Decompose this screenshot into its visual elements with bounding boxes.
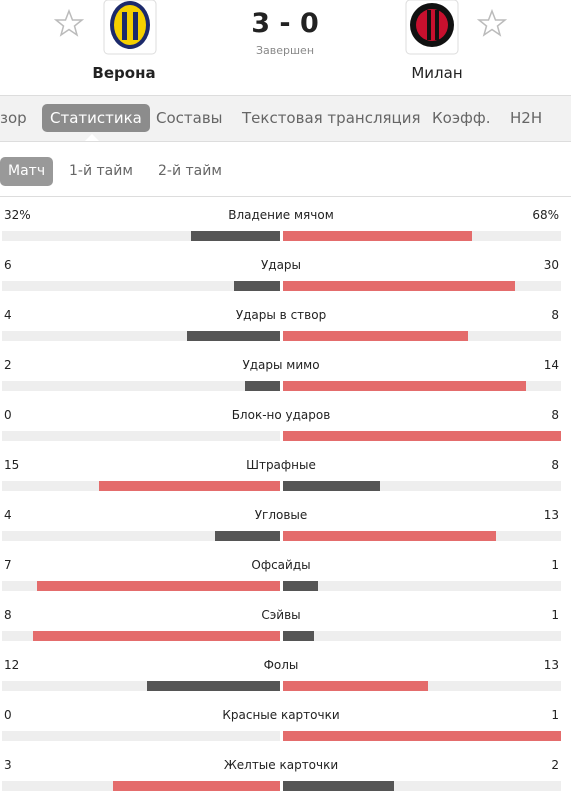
bar-track <box>283 581 561 591</box>
away-value: 68% <box>532 208 559 222</box>
home-value: 0 <box>4 708 12 722</box>
away-bar <box>283 781 395 791</box>
away-bar <box>283 531 496 541</box>
stat-label: Владение мячом <box>228 208 334 222</box>
home-bar <box>146 681 280 691</box>
bar-track <box>2 381 280 391</box>
tab-pointer <box>85 134 99 141</box>
away-logo-stripe <box>435 10 439 40</box>
subtab[interactable]: Матч <box>0 157 54 186</box>
bar-track <box>2 531 280 541</box>
away-bar <box>283 331 469 341</box>
home-bar <box>113 781 280 791</box>
bar-track <box>283 481 561 491</box>
favorite-star[interactable] <box>476 8 508 37</box>
away-value: 30 <box>543 258 559 272</box>
bar-track <box>283 631 561 641</box>
home-value: 15 <box>4 458 20 472</box>
tab[interactable]: Составы <box>156 109 223 127</box>
tab[interactable]: Статистика <box>42 104 150 132</box>
subtab[interactable]: 2-й тайм <box>158 163 222 179</box>
home-logo-inner <box>114 5 146 45</box>
stat-label: Красные карточки <box>222 708 340 722</box>
away-value: 1 <box>551 608 559 622</box>
bar-track <box>2 681 280 691</box>
away-value: 1 <box>551 708 559 722</box>
home-value: 4 <box>4 508 12 522</box>
header-graphics <box>53 0 508 55</box>
home-value: 0 <box>4 408 12 422</box>
home-bar <box>233 281 280 291</box>
home-bar <box>191 231 280 241</box>
away-value: 14 <box>543 358 559 372</box>
bar-track <box>2 231 280 241</box>
away-value: 13 <box>543 658 559 672</box>
stat-label: Сэйвы <box>261 608 301 622</box>
home-bar <box>32 631 280 641</box>
home-value: 8 <box>4 608 12 622</box>
home-bar <box>98 481 280 491</box>
away-bar <box>283 681 428 691</box>
stat-label: Офсайды <box>251 558 311 572</box>
away-value: 2 <box>551 758 559 772</box>
home-value: 6 <box>4 258 12 272</box>
tab[interactable]: зор <box>0 109 27 127</box>
score: 3 - 0 <box>251 8 319 39</box>
bar-track <box>2 431 280 441</box>
home-value: 3 <box>4 758 12 772</box>
bar-track <box>283 781 561 791</box>
home-logo-stripe <box>133 12 138 40</box>
away-bar <box>283 731 561 741</box>
home-bar <box>187 331 280 341</box>
away-bar <box>283 631 314 641</box>
home-value: 7 <box>4 558 12 572</box>
stat-label: Угловые <box>254 508 308 522</box>
away-bar <box>283 281 515 291</box>
home-value: 2 <box>4 358 12 372</box>
home-team: Верона <box>92 64 156 82</box>
subtab[interactable]: 1-й тайм <box>69 163 133 179</box>
home-bar <box>245 381 280 391</box>
stat-label: Удары мимо <box>242 358 320 372</box>
stat-label: Желтые карточки <box>223 758 339 772</box>
stat-label: Блок-но ударов <box>231 408 331 422</box>
stat-label: Фолы <box>263 658 299 672</box>
away-logo-inner <box>416 9 448 41</box>
bar-track <box>2 731 280 741</box>
stat-label: Удары <box>260 258 302 272</box>
stat-label: Удары в створ <box>235 308 327 322</box>
away-value: 13 <box>543 508 559 522</box>
away-value: 8 <box>551 458 559 472</box>
home-bar <box>36 581 280 591</box>
tab[interactable]: Текстовая трансляция <box>242 109 421 127</box>
match-status: Завершен <box>255 44 315 57</box>
favorite-star[interactable] <box>53 8 85 37</box>
away-logo-stripe <box>427 10 431 40</box>
away-bar <box>283 431 561 441</box>
home-value: 32% <box>4 208 31 222</box>
away-bar <box>283 581 318 591</box>
tab[interactable]: H2H <box>510 109 543 127</box>
home-logo-stripe <box>122 12 127 40</box>
home-value: 4 <box>4 308 12 322</box>
away-value: 8 <box>551 308 559 322</box>
tab[interactable]: Коэфф. <box>432 109 491 127</box>
stat-label: Штрафные <box>246 458 316 472</box>
away-team: Милан <box>411 64 463 82</box>
away-value: 8 <box>551 408 559 422</box>
away-bar <box>283 481 380 491</box>
away-value: 1 <box>551 558 559 572</box>
bar-track <box>2 281 280 291</box>
home-bar <box>214 531 280 541</box>
away-bar <box>283 231 473 241</box>
bar-track <box>2 331 280 341</box>
home-value: 12 <box>4 658 20 672</box>
divider <box>0 196 571 197</box>
away-bar <box>283 381 527 391</box>
